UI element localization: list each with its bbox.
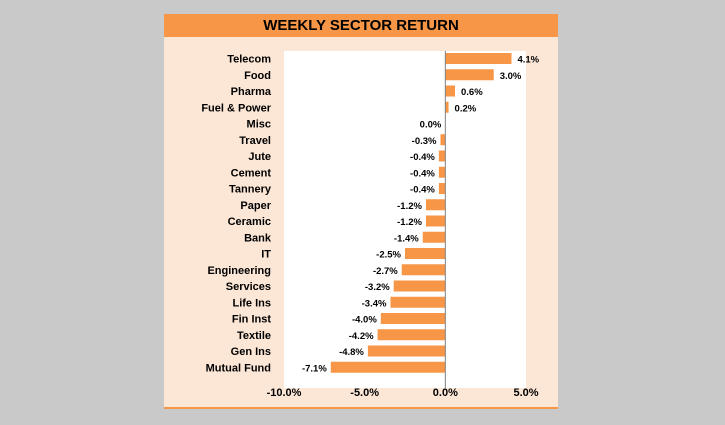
bar-17: [377, 329, 446, 341]
bar-5: [440, 134, 446, 146]
category-label: Gen Ins: [231, 346, 271, 358]
bar-12: [405, 248, 446, 259]
value-label: -0.3%: [412, 136, 437, 147]
value-label: -3.2%: [365, 282, 390, 293]
category-label: Ceramic: [228, 216, 271, 228]
value-label: -1.2%: [397, 201, 422, 212]
bar-15: [390, 296, 446, 308]
value-label: -0.4%: [410, 152, 435, 163]
category-label: Pharma: [231, 86, 272, 98]
value-label: -4.2%: [349, 331, 374, 342]
value-label: -3.4%: [362, 298, 387, 309]
category-label: IT: [261, 249, 271, 261]
bar-9: [425, 199, 446, 211]
value-label: -2.7%: [373, 266, 398, 277]
value-label: 0.6%: [461, 87, 483, 98]
bar-chart: Telecom 4.1% Food 3.0% Pharma 0.6% Fuel & Powe…: [201, 51, 540, 399]
value-label: -0.4%: [410, 168, 435, 179]
bar-18: [367, 345, 446, 357]
category-label: Misc: [247, 119, 271, 131]
value-label: 0.0%: [420, 120, 442, 131]
bar-0: [445, 53, 512, 64]
category-label: Jute: [248, 151, 271, 163]
chart-title: WEEKLY SECTOR RETURN: [164, 14, 558, 37]
bar-11: [422, 231, 446, 243]
bar-10: [425, 215, 446, 227]
category-label: Life Ins: [232, 297, 271, 309]
bottom-rule: [164, 407, 558, 409]
bar-19: [330, 361, 446, 373]
chart-panel: WEEKLY SECTOR RETURN Telecom 4.1% Food 3.0%…: [164, 14, 558, 409]
value-label: -4.0%: [352, 315, 377, 326]
category-label: Fin Inst: [232, 314, 271, 326]
category-label: Engineering: [207, 265, 271, 277]
bar-7: [438, 166, 446, 178]
value-label: -4.8%: [339, 347, 364, 358]
value-label: -0.4%: [410, 185, 435, 196]
category-label: Travel: [239, 135, 271, 147]
x-tick-label: -5.0%: [350, 387, 379, 399]
category-label: Fuel & Power: [201, 102, 271, 114]
value-label: -1.4%: [394, 233, 419, 244]
x-tick-label: 0.0%: [433, 387, 458, 399]
bar-8: [438, 183, 446, 194]
category-label: Telecom: [227, 54, 271, 66]
x-tick-label: 5.0%: [513, 387, 538, 399]
bar-6: [438, 150, 446, 162]
category-label: Mutual Fund: [206, 362, 271, 374]
category-label: Bank: [244, 232, 272, 244]
bar-1: [445, 69, 494, 81]
category-label: Services: [226, 281, 271, 293]
bar-16: [380, 313, 446, 324]
bar-2: [445, 85, 456, 97]
value-label: -7.1%: [302, 363, 327, 374]
bar-13: [401, 264, 446, 276]
category-label: Textile: [237, 330, 271, 342]
value-label: 4.1%: [517, 55, 539, 66]
category-label: Food: [244, 70, 271, 82]
value-label: -2.5%: [376, 250, 401, 261]
value-label: -1.2%: [397, 217, 422, 228]
value-label: 3.0%: [500, 71, 522, 82]
bar-3: [445, 101, 449, 113]
category-label: Cement: [231, 167, 272, 179]
x-tick-label: -10.0%: [267, 387, 302, 399]
value-label: 0.2%: [455, 103, 477, 114]
bar-14: [393, 280, 446, 292]
category-label: Paper: [240, 200, 271, 212]
category-label: Tannery: [229, 184, 272, 196]
